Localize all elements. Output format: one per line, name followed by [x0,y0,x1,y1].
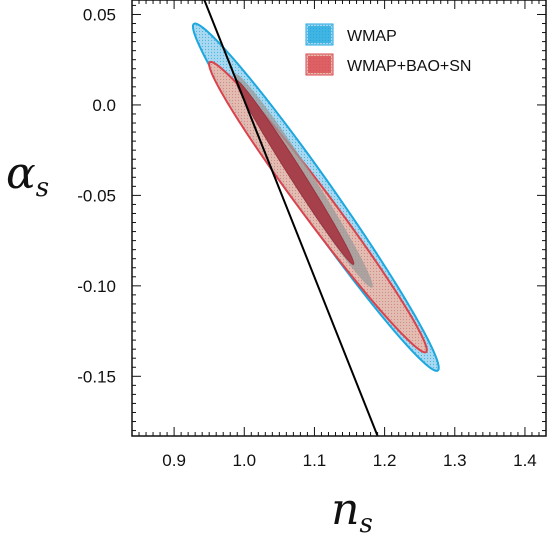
legend-label-wmap: WMAP [347,28,397,45]
combined-contour-68 [235,79,355,265]
y-axis-title: αs [6,148,49,203]
y-tick-label: -0.15 [77,367,116,386]
y-tick-label: -0.05 [77,186,116,205]
legend-label-combined: WMAP+BAO+SN [347,58,471,75]
y-tick-label: -0.10 [77,277,116,296]
legend: WMAP WMAP+BAO+SN [305,23,471,76]
legend-swatch-fill [308,26,331,43]
x-tick-label: 1.2 [373,451,397,470]
x-tick-label: 1.0 [232,451,256,470]
x-tick-label: 1.1 [303,451,327,470]
y-tick-label: 0.0 [92,96,116,115]
x-tick-label: 0.9 [162,451,186,470]
x-tick-label: 1.4 [513,451,537,470]
plot-frame [131,0,547,437]
y-tick-label: 0.05 [83,5,116,24]
x-axis-title: ns [331,484,373,533]
x-tick-label: 1.3 [443,451,467,470]
legend-swatch-fill [308,56,331,73]
relation-line [203,0,379,436]
